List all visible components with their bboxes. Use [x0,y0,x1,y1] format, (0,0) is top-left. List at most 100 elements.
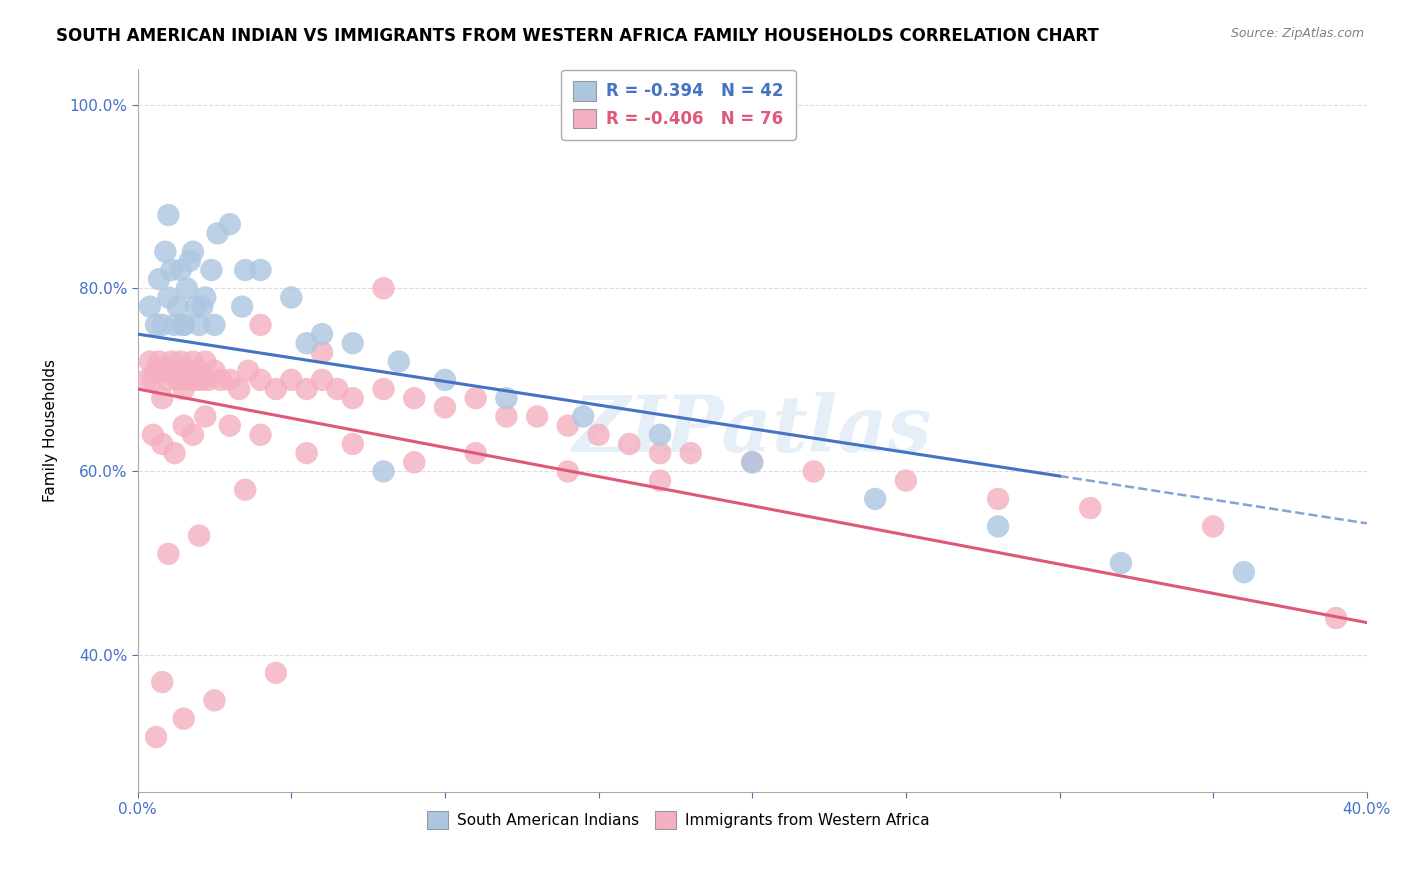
Point [179,253,201,268]
Point [741,455,763,469]
Point [1233,565,1256,579]
Point [218,217,240,231]
Point [135,373,157,387]
Point [200,263,222,277]
Point [311,345,333,359]
Point [249,318,271,332]
Point [163,318,186,332]
Point [249,263,271,277]
Point [191,300,214,314]
Point [145,730,167,744]
Point [526,409,548,424]
Point [648,427,671,442]
Point [163,364,186,378]
Point [142,427,165,442]
Point [342,391,364,405]
Point [1202,519,1225,533]
Text: ZIPatlas: ZIPatlas [572,392,932,468]
Y-axis label: Family Households: Family Households [44,359,58,501]
Point [188,528,211,542]
Point [150,437,173,451]
Point [249,373,271,387]
Point [139,300,162,314]
Point [166,373,188,387]
Point [181,427,204,442]
Point [157,208,180,222]
Point [176,281,198,295]
Point [157,547,180,561]
Point [863,491,886,506]
Point [894,474,917,488]
Point [188,364,211,378]
Point [311,327,333,342]
Point [557,418,579,433]
Point [173,418,195,433]
Point [233,263,256,277]
Point [433,401,456,415]
Point [311,373,333,387]
Point [169,263,191,277]
Point [166,300,188,314]
Point [464,446,486,460]
Point [191,373,214,387]
Point [188,318,211,332]
Point [619,437,641,451]
Point [495,409,517,424]
Point [160,263,183,277]
Point [148,354,170,368]
Point [218,418,240,433]
Point [342,437,364,451]
Point [295,446,318,460]
Point [173,318,195,332]
Point [464,391,486,405]
Point [295,382,318,396]
Point [197,373,219,387]
Point [155,244,177,259]
Point [142,373,165,387]
Point [572,409,595,424]
Point [150,675,173,690]
Point [181,354,204,368]
Point [803,465,825,479]
Point [204,693,226,707]
Point [1324,611,1347,625]
Point [207,227,229,241]
Point [181,244,204,259]
Point [373,465,395,479]
Text: SOUTH AMERICAN INDIAN VS IMMIGRANTS FROM WESTERN AFRICA FAMILY HOUSEHOLDS CORREL: SOUTH AMERICAN INDIAN VS IMMIGRANTS FROM… [56,27,1099,45]
Point [184,373,207,387]
Point [194,354,217,368]
Point [249,427,271,442]
Point [218,373,240,387]
Point [163,446,186,460]
Point [238,364,260,378]
Point [987,519,1010,533]
Point [160,354,183,368]
Point [179,373,201,387]
Point [741,455,763,469]
Point [295,336,318,351]
Point [176,364,198,378]
Point [1078,501,1101,516]
Point [648,474,671,488]
Point [148,272,170,286]
Point [157,290,180,304]
Point [150,391,173,405]
Point [404,391,426,405]
Point [404,455,426,469]
Point [184,300,207,314]
Point [233,483,256,497]
Point [495,391,517,405]
Point [139,354,162,368]
Point [173,318,195,332]
Point [157,373,180,387]
Point [342,336,364,351]
Point [145,318,167,332]
Point [169,354,191,368]
Point [557,465,579,479]
Point [373,281,395,295]
Point [231,300,253,314]
Point [987,491,1010,506]
Point [173,712,195,726]
Point [209,373,232,387]
